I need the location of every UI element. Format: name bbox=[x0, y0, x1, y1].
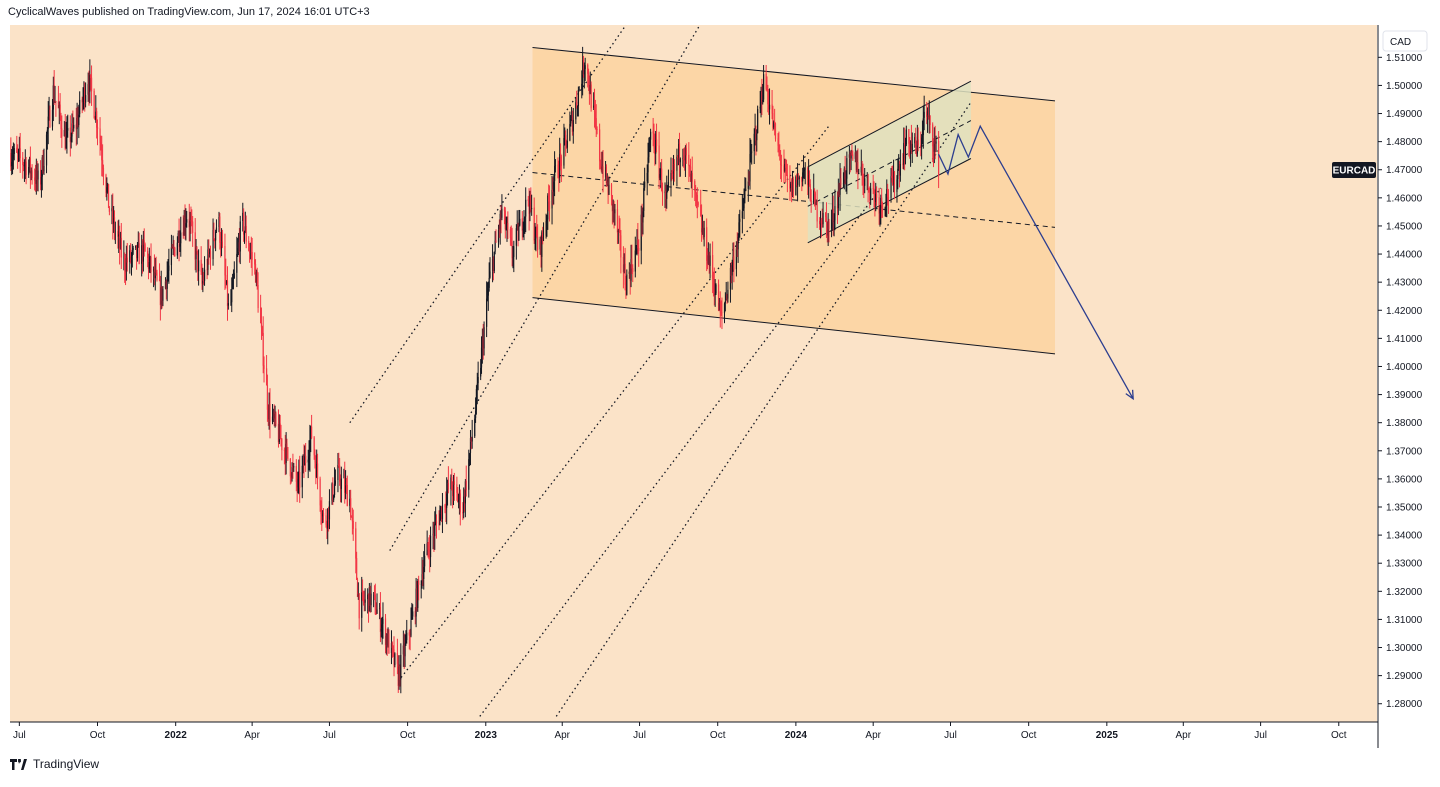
tradingview-logo-icon bbox=[10, 758, 27, 770]
price-tick-label: 1.45000 bbox=[1386, 221, 1423, 232]
time-tick-label: 2023 bbox=[475, 730, 498, 741]
time-tick-label: Apr bbox=[554, 730, 570, 741]
currency-badge-box bbox=[1382, 30, 1428, 52]
symbol-label-text: EURCAD bbox=[1333, 166, 1376, 177]
symbol-label-box bbox=[1332, 162, 1376, 178]
price-tick-label: 1.30000 bbox=[1386, 643, 1423, 654]
price-tick-label: 1.44000 bbox=[1386, 250, 1423, 261]
price-tick-label: 1.41000 bbox=[1386, 334, 1423, 345]
time-tick-label: Oct bbox=[710, 730, 726, 741]
currency-badge-label: CAD bbox=[1390, 37, 1411, 48]
footer-brand[interactable]: TradingView bbox=[10, 757, 99, 771]
time-tick-label: Jul bbox=[944, 730, 957, 741]
price-tick-label: 1.34000 bbox=[1386, 531, 1423, 542]
price-tick-label: 1.49000 bbox=[1386, 109, 1423, 120]
time-tick-label: 2024 bbox=[785, 730, 808, 741]
time-tick-label: Apr bbox=[244, 730, 260, 741]
price-tick-label: 1.48000 bbox=[1386, 137, 1423, 148]
projection-path[interactable] bbox=[938, 124, 1134, 400]
time-tick-label: Jul bbox=[13, 730, 26, 741]
price-tick-label: 1.43000 bbox=[1386, 278, 1423, 289]
time-axis-ticks: Jul Oct 2022 Apr Jul Oct 2023 Apr Jul Oct 2024 Apr J… bbox=[13, 722, 1347, 741]
symbol-label[interactable]: EURCAD bbox=[1332, 162, 1376, 178]
time-tick-label: 2025 bbox=[1096, 730, 1119, 741]
price-axis-ticks: 1.51000 1.50000 1.49000 1.48000 1.47000 1.460… bbox=[1378, 53, 1423, 710]
time-tick-label: Jul bbox=[633, 730, 646, 741]
price-tick-label: 1.38000 bbox=[1386, 418, 1423, 429]
outer-channel-lower-line[interactable] bbox=[532, 297, 1056, 355]
price-tick-label: 1.50000 bbox=[1386, 81, 1423, 92]
price-tick-label: 1.46000 bbox=[1386, 193, 1423, 204]
price-tick-label: 1.35000 bbox=[1386, 502, 1423, 513]
time-axis-panel[interactable] bbox=[10, 722, 1378, 748]
time-tick-label: Oct bbox=[1021, 730, 1037, 741]
time-tick-label: Oct bbox=[1331, 730, 1347, 741]
inner-channel-upper-line[interactable] bbox=[807, 80, 972, 168]
price-tick-label: 1.40000 bbox=[1386, 362, 1423, 373]
time-tick-label: Jul bbox=[323, 730, 336, 741]
time-tick-label: Oct bbox=[90, 730, 106, 741]
time-tick-label: Jul bbox=[1254, 730, 1267, 741]
price-tick-label: 1.33000 bbox=[1386, 559, 1423, 570]
time-tick-label: Apr bbox=[1176, 730, 1192, 741]
diagonal-parallel-line-2[interactable] bbox=[389, 24, 701, 551]
price-tick-label: 1.37000 bbox=[1386, 446, 1423, 457]
price-tick-label: 1.29000 bbox=[1386, 671, 1423, 682]
price-tick-label: 1.31000 bbox=[1386, 615, 1423, 626]
price-tick-label: 1.51000 bbox=[1386, 53, 1423, 64]
time-tick-label: Apr bbox=[865, 730, 881, 741]
time-tick-label: Oct bbox=[400, 730, 416, 741]
outer-channel-mid-line[interactable] bbox=[532, 172, 1056, 228]
time-tick-label: 2022 bbox=[165, 730, 188, 741]
footer-brand-label: TradingView bbox=[33, 757, 100, 771]
price-tick-label: 1.32000 bbox=[1386, 587, 1423, 598]
price-tick-label: 1.42000 bbox=[1386, 306, 1423, 317]
diagonal-parallel-line-1[interactable] bbox=[349, 24, 627, 424]
price-tick-label: 1.36000 bbox=[1386, 474, 1423, 485]
price-axis-panel[interactable] bbox=[1378, 25, 1440, 748]
price-tick-label: 1.39000 bbox=[1386, 390, 1423, 401]
diagonal-parallel-line-5[interactable] bbox=[555, 101, 972, 717]
projection-arrowhead bbox=[1125, 389, 1134, 401]
currency-badge[interactable]: CAD bbox=[1382, 30, 1428, 52]
attribution-header: CyclicalWaves published on TradingView.c… bbox=[8, 6, 370, 18]
price-tick-label: 1.28000 bbox=[1386, 699, 1423, 710]
price-tick-label: 1.47000 bbox=[1386, 165, 1423, 176]
candles[interactable] bbox=[10, 46, 940, 694]
